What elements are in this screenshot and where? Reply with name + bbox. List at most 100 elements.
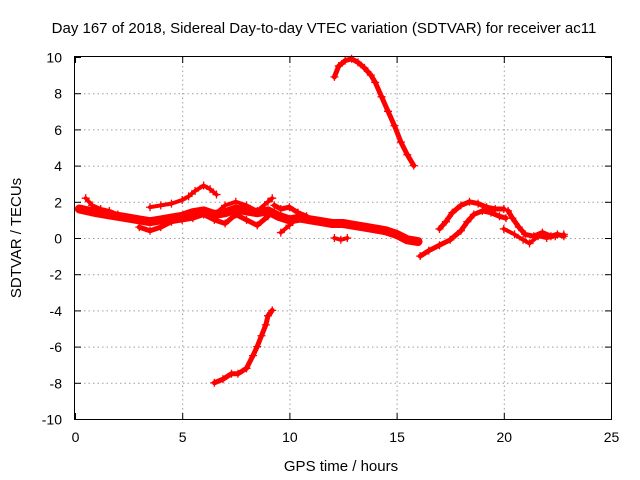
data-point-marker (135, 215, 144, 224)
series-arc-14 (499, 224, 568, 248)
series-arc-5 (210, 194, 277, 219)
data-point-marker (276, 228, 285, 237)
data-point-marker (191, 186, 200, 195)
data-point-marker (263, 197, 272, 206)
series-arc-7 (276, 212, 337, 237)
data-point-marker (188, 214, 197, 223)
data-point-marker (253, 221, 262, 230)
data-point-marker (221, 201, 230, 210)
data-point-marker (435, 241, 444, 250)
data-point-marker (210, 378, 219, 387)
y-tick-label: 4 (54, 158, 62, 174)
y-tick-label: -8 (50, 375, 63, 391)
y-tick-label: 6 (54, 122, 62, 138)
data-point-marker (446, 235, 455, 244)
y-tick-label: -10 (42, 412, 62, 428)
data-point-marker (371, 224, 380, 233)
y-tick-label: -6 (50, 339, 63, 355)
data-point-marker (525, 239, 534, 248)
data-point-marker (360, 63, 369, 72)
data-point-marker (146, 226, 155, 235)
x-tick-label: 20 (497, 429, 513, 445)
data-point-marker (276, 205, 285, 214)
data-point-marker (381, 226, 390, 235)
data-point-marker (268, 306, 277, 315)
series-trace (211, 307, 275, 386)
data-point-marker (306, 215, 315, 224)
data-point-marker (199, 181, 208, 190)
data-point-marker (343, 234, 352, 242)
data-point-marker (81, 194, 90, 203)
data-point-marker (296, 212, 305, 221)
series-arc-4 (135, 210, 272, 235)
y-tick-label: -2 (50, 267, 63, 283)
series-arc-12 (435, 197, 508, 233)
data-point-marker (221, 219, 230, 228)
data-point-marker (416, 252, 425, 261)
data-point-marker (478, 206, 487, 215)
data-point-marker (334, 62, 343, 71)
data-point-marker (559, 230, 568, 239)
data-point-marker (510, 230, 519, 239)
data-point-marker (167, 217, 176, 226)
data-point-marker (390, 121, 399, 130)
data-point-marker (414, 237, 423, 246)
data-point-marker (285, 221, 294, 230)
x-tick-label: 0 (72, 429, 80, 445)
data-point-marker (218, 375, 227, 384)
series-arc-2 (81, 194, 131, 223)
data-point-marker (263, 212, 272, 221)
chart-title: Day 167 of 2018, Sidereal Day-to-day VTE… (52, 20, 597, 37)
data-point-marker (328, 219, 337, 228)
data-point-marker (499, 224, 508, 233)
data-point-marker (360, 223, 369, 232)
data-point-marker (242, 201, 251, 210)
data-point-marker (354, 58, 363, 67)
plot-frame (74, 56, 612, 420)
data-point-marker (349, 221, 358, 230)
data-point-marker (465, 197, 474, 206)
data-point-marker (88, 201, 97, 210)
data-point-marker (384, 107, 393, 116)
data-point-marker (514, 223, 523, 232)
data-point-marker (156, 201, 165, 210)
series-arc-9 (330, 54, 418, 170)
data-point-marker (317, 217, 326, 226)
data-point-marker (396, 138, 405, 147)
y-tick-label: 0 (54, 231, 62, 247)
data-point-marker (184, 192, 193, 201)
data-point-marker (495, 212, 504, 221)
series-arc-1 (74, 204, 423, 247)
data-point-marker (456, 226, 465, 235)
x-tick-label: 15 (389, 429, 405, 445)
data-point-marker (435, 224, 444, 233)
data-point-marker (75, 205, 84, 214)
data-point-marker (392, 230, 401, 239)
data-point-marker (551, 232, 560, 241)
data-point-marker (339, 219, 347, 228)
data-point-marker (482, 203, 491, 212)
data-point-marker (463, 217, 472, 226)
series-arc-8 (330, 234, 352, 244)
data-point-marker (248, 351, 257, 360)
data-point-marker (341, 56, 350, 65)
data-point-marker (474, 199, 483, 208)
data-point-marker (253, 342, 262, 351)
data-point-marker (178, 215, 187, 224)
series-arc-10 (210, 306, 277, 387)
data-point-marker (221, 208, 230, 217)
data-point-marker (167, 199, 176, 208)
data-point-marker (231, 197, 240, 206)
series-arc-3 (146, 181, 221, 212)
data-point-marker (146, 217, 155, 226)
data-point-marker (233, 369, 242, 378)
data-point-marker (113, 210, 122, 219)
data-point-marker (92, 208, 101, 217)
data-point-marker (178, 195, 187, 204)
data-point-marker (508, 214, 517, 223)
data-point-marker (242, 215, 251, 224)
y-tick-label: 8 (54, 86, 62, 102)
data-point-marker (371, 78, 380, 87)
data-point-marker (96, 205, 105, 214)
